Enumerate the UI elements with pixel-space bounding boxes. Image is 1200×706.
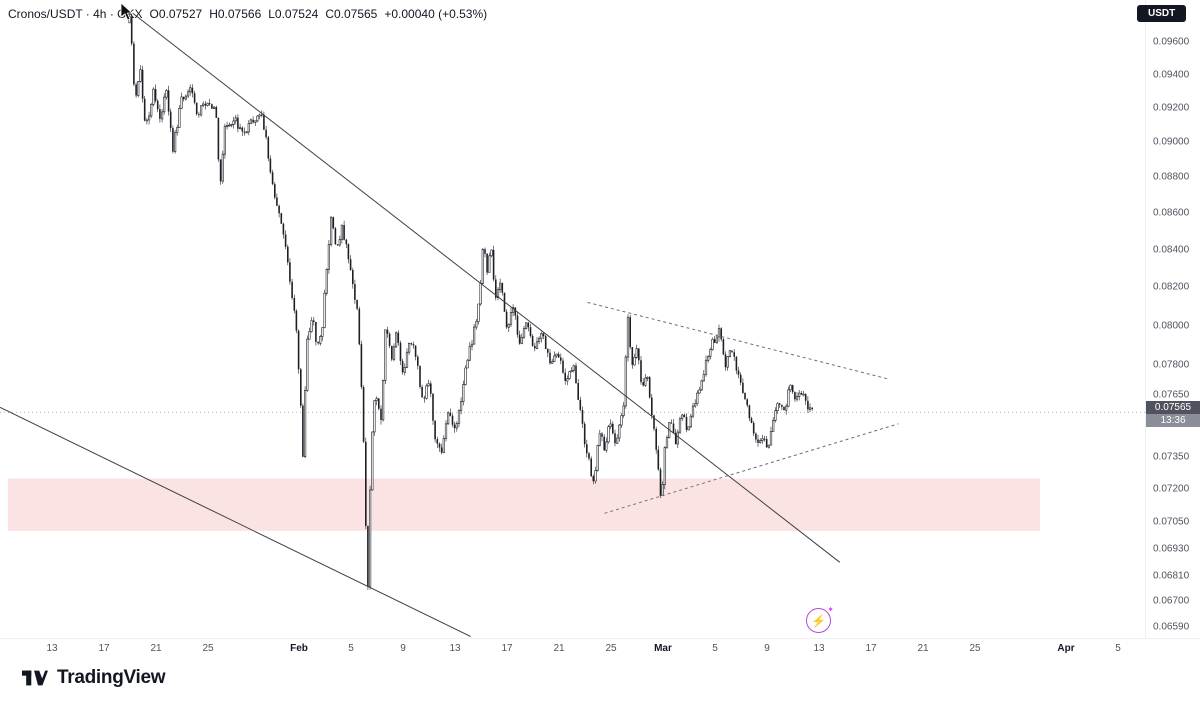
symbol-title[interactable]: Cronos/USDT · 4h · OKX — [8, 7, 143, 21]
tradingview-logo-icon — [22, 670, 48, 686]
time-axis-label: 13 — [46, 643, 58, 654]
time-axis-label: 17 — [501, 643, 513, 654]
price-axis-label: 0.09600 — [1153, 36, 1190, 48]
price-axis-label: 0.09200 — [1153, 102, 1190, 114]
price-axis-label: 0.07050 — [1153, 516, 1190, 528]
time-axis-label: 17 — [865, 643, 877, 654]
time-axis-label: 25 — [605, 643, 617, 654]
time-axis-label: 25 — [969, 643, 981, 654]
time-axis-label: 9 — [400, 643, 406, 654]
price-axis-label: 0.08200 — [1153, 281, 1190, 293]
tradingview-logo[interactable]: TradingView — [22, 666, 166, 690]
price-axis-label: 0.06700 — [1153, 595, 1190, 607]
time-axis-label: 9 — [764, 643, 770, 654]
currency-badge[interactable]: USDT — [1137, 5, 1187, 22]
time-axis-label: 25 — [202, 643, 214, 654]
price-axis-label: 0.08000 — [1153, 320, 1190, 331]
quick-trade-lightning-icon[interactable]: ⚡ ✦ — [806, 605, 834, 633]
time-axis-label: 5 — [712, 643, 718, 654]
price-axis[interactable]: 0.09600 0.09400 0.09200 0.09000 0.08800 0.086… — [1145, 0, 1200, 638]
price-axis-label: 0.09000 — [1153, 136, 1190, 148]
price-axis-label: 0.07200 — [1153, 483, 1190, 495]
time-axis-label: Feb — [290, 643, 308, 654]
price-axis-label: 0.06930 — [1153, 543, 1190, 555]
tradingview-logo-text: TradingView — [57, 667, 166, 688]
price-axis-label: 0.08400 — [1153, 244, 1190, 256]
ohlc-change: +0.00040 (+0.53%) — [384, 7, 488, 21]
time-axis-label: 21 — [553, 643, 565, 654]
price-axis-label: 0.08600 — [1153, 207, 1190, 219]
time-axis-label: 17 — [98, 643, 110, 654]
time-axis-label: 5 — [1115, 643, 1121, 654]
chart-canvas[interactable] — [0, 0, 1145, 638]
time-axis-label: Mar — [654, 643, 672, 654]
sparkle-icon: ✦ — [827, 605, 834, 614]
price-axis-label: 0.07800 — [1153, 359, 1190, 371]
ohlc-high: H0.07566 — [209, 7, 262, 21]
ohlc-close: C0.07565 — [325, 7, 378, 21]
time-axis-label: 21 — [150, 643, 162, 654]
price-axis-label: 0.07350 — [1153, 451, 1190, 463]
time-axis-label: 13 — [813, 643, 825, 654]
ohlc-low: L0.07524 — [268, 7, 319, 21]
mouse-cursor-icon — [120, 2, 134, 27]
time-axis[interactable]: 13 17 21 25 Feb 5 9 13 17 21 25 Mar 5 9 13 17 21 25 Apr 5 — [0, 638, 1200, 665]
price-axis-label: 0.06810 — [1153, 570, 1190, 582]
last-price-tag: 0.07565 13:36 — [1146, 401, 1200, 428]
time-axis-label: Apr — [1057, 643, 1075, 654]
last-price-value: 0.07565 — [1146, 401, 1200, 415]
lightning-bolt-icon: ⚡ — [811, 613, 826, 628]
ohlc-header: Cronos/USDT · 4h · OKX O0.07527 H0.07566… — [8, 7, 487, 21]
time-axis-label: 13 — [449, 643, 461, 654]
ohlc-open: O0.07527 — [149, 7, 203, 21]
price-axis-label: 0.09400 — [1153, 69, 1190, 81]
price-axis-label: 0.06590 — [1153, 621, 1190, 633]
price-axis-label: 0.07650 — [1153, 389, 1190, 401]
candlestick-chart[interactable] — [0, 0, 1145, 638]
time-axis-label: 21 — [917, 643, 929, 654]
price-axis-label: 0.08800 — [1153, 171, 1190, 183]
candle-countdown: 13:36 — [1146, 414, 1200, 428]
time-axis-label: 5 — [348, 643, 354, 654]
